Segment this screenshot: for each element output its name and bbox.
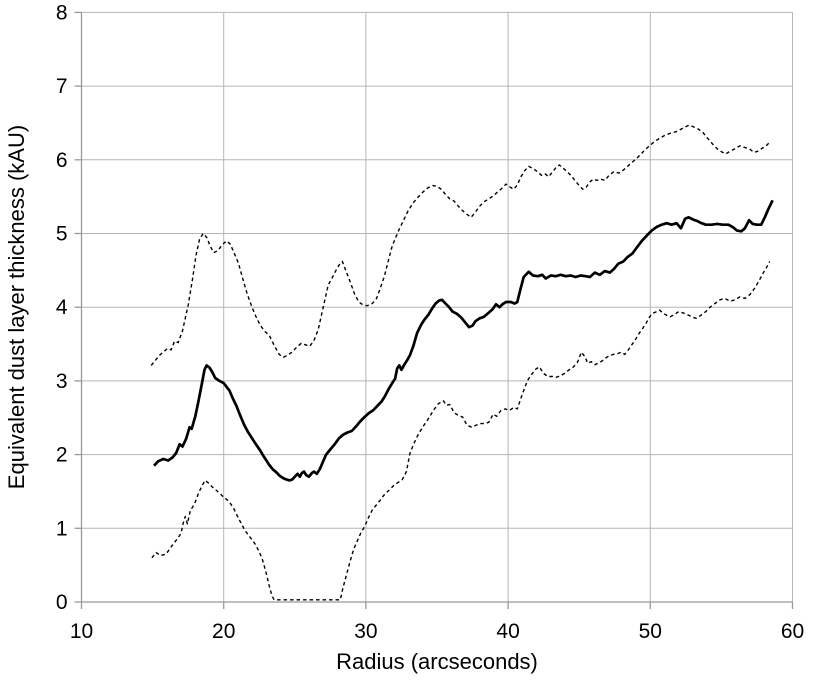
axis-layer	[74, 11, 794, 609]
x-axis-title: Radius (arcseconds)	[336, 649, 538, 674]
y-tick-label: 5	[56, 223, 68, 246]
tick-label-layer: 10 20 30 40 50 60 0 1 2 3 4 5 6 7 8	[56, 1, 804, 643]
x-tick-label: 40	[496, 620, 519, 643]
y-tick-label: 0	[56, 591, 68, 614]
series-line-mean-thickness	[153, 199, 774, 482]
series-line-upper-envelope	[150, 124, 772, 366]
x-tick-label: 50	[639, 620, 662, 643]
series-layer	[150, 124, 774, 601]
y-tick-label: 1	[56, 517, 68, 540]
x-tick-label: 20	[212, 620, 235, 643]
y-tick-label: 2	[56, 444, 68, 467]
y-axis-title: Equivalent dust layer thickness (kAU)	[4, 125, 29, 489]
y-tick-label: 6	[56, 149, 68, 172]
y-tick-label: 4	[56, 296, 68, 319]
x-tick-label: 10	[70, 620, 93, 643]
y-tick-label: 8	[56, 1, 68, 24]
x-tick-label: 60	[781, 620, 804, 643]
grid-layer	[81, 11, 793, 602]
y-tick-label: 3	[56, 370, 68, 393]
series-line-lower-envelope	[151, 261, 771, 601]
x-tick-label: 30	[354, 620, 377, 643]
y-tick-label: 7	[56, 75, 68, 98]
